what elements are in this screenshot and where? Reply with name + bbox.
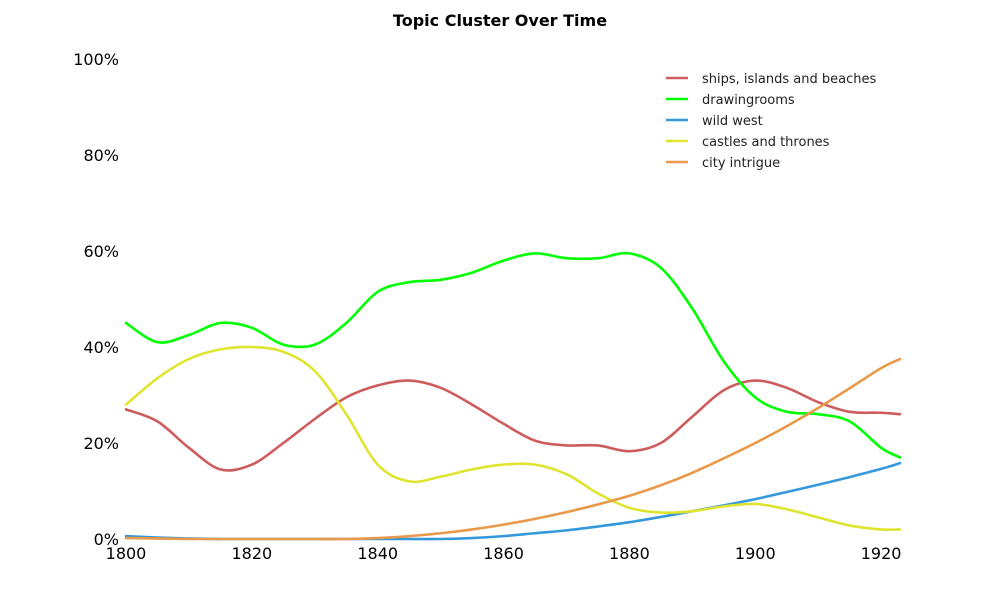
- legend-label: city intrigue: [702, 156, 780, 171]
- x-tick-label: 1920: [861, 544, 902, 563]
- legend-label: castles and thrones: [702, 135, 830, 150]
- x-tick-label: 1860: [483, 544, 524, 563]
- y-tick-label: 0%: [94, 530, 119, 549]
- y-tick-label: 40%: [83, 338, 119, 357]
- y-tick-label: 60%: [83, 242, 119, 261]
- x-tick-label: 1840: [357, 544, 398, 563]
- series-line-castles-and-thrones: [124, 345, 902, 531]
- y-axis: 0% 20% 40% 60% 80% 100%: [73, 50, 119, 549]
- plot-area: [124, 251, 902, 541]
- series-line-wild-west: [124, 461, 902, 541]
- series-line-drawingrooms: [124, 251, 902, 459]
- x-tick-label: 1880: [609, 544, 650, 563]
- series-line-ships-islands-and-beaches: [124, 379, 902, 472]
- legend-label: wild west: [702, 114, 763, 129]
- x-tick-label: 1800: [106, 544, 147, 563]
- y-tick-label: 100%: [73, 50, 119, 69]
- chart-title: Topic Cluster Over Time: [393, 11, 607, 30]
- x-tick-label: 1900: [735, 544, 776, 563]
- x-axis: 1800 1820 1840 1860 1880 1900 1920: [106, 544, 902, 563]
- legend-label: ships, islands and beaches: [702, 72, 876, 87]
- series-line-city-intrigue: [124, 357, 902, 541]
- y-tick-label: 20%: [83, 434, 119, 453]
- legend: ships, islands and beaches drawingrooms wi…: [666, 72, 876, 171]
- legend-label: drawingrooms: [702, 93, 795, 108]
- x-tick-label: 1820: [231, 544, 272, 563]
- y-tick-label: 80%: [83, 146, 119, 165]
